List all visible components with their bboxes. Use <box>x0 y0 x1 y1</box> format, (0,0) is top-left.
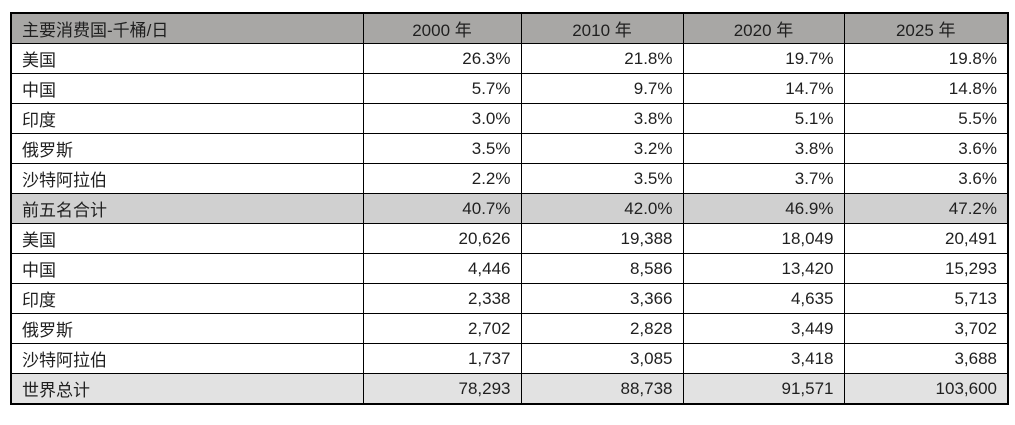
row-label: 沙特阿拉伯 <box>10 163 364 194</box>
table-row-top5-subtotal: 前五名合计 40.7% 42.0% 46.9% 47.2% <box>10 193 1009 224</box>
header-cell-2010: 2010 年 <box>520 12 684 44</box>
cell-value: 103,600 <box>843 373 1009 405</box>
cell-value: 8,586 <box>520 253 684 284</box>
cell-value: 19.8% <box>843 43 1009 74</box>
cell-value: 13,420 <box>682 253 845 284</box>
table-row-volume-saudi: 沙特阿拉伯 1,737 3,085 3,418 3,688 <box>10 343 1009 374</box>
table-row-share-russia: 俄罗斯 3.5% 3.2% 3.8% 3.6% <box>10 133 1009 164</box>
cell-value: 46.9% <box>682 193 845 224</box>
cell-value: 15,293 <box>843 253 1009 284</box>
header-cell-title: 主要消费国-千桶/日 <box>10 12 364 44</box>
cell-value: 3.2% <box>520 133 684 164</box>
cell-value: 20,626 <box>362 223 522 254</box>
cell-value: 3.5% <box>362 133 522 164</box>
row-label: 印度 <box>10 103 364 134</box>
cell-value: 2.2% <box>362 163 522 194</box>
cell-value: 3,418 <box>682 343 845 374</box>
cell-value: 2,338 <box>362 283 522 314</box>
row-label: 中国 <box>10 253 364 284</box>
cell-value: 88,738 <box>520 373 684 405</box>
cell-value: 3.7% <box>682 163 845 194</box>
header-cell-2000: 2000 年 <box>362 12 522 44</box>
cell-value: 3,702 <box>843 313 1009 344</box>
header-cell-2025: 2025 年 <box>843 12 1009 44</box>
cell-value: 3,085 <box>520 343 684 374</box>
cell-value: 2,702 <box>362 313 522 344</box>
cell-value: 19,388 <box>520 223 684 254</box>
cell-value: 3,449 <box>682 313 845 344</box>
row-label: 俄罗斯 <box>10 133 364 164</box>
cell-value: 19.7% <box>682 43 845 74</box>
table-row-share-saudi: 沙特阿拉伯 2.2% 3.5% 3.7% 3.6% <box>10 163 1009 194</box>
table-row-share-india: 印度 3.0% 3.8% 5.1% 5.5% <box>10 103 1009 134</box>
cell-value: 1,737 <box>362 343 522 374</box>
row-label: 中国 <box>10 73 364 104</box>
oil-consumption-table: 主要消费国-千桶/日 2000 年 2010 年 2020 年 2025 年 美… <box>10 12 1009 405</box>
cell-value: 3.6% <box>843 163 1009 194</box>
header-cell-2020: 2020 年 <box>682 12 845 44</box>
cell-value: 3.8% <box>520 103 684 134</box>
cell-value: 40.7% <box>362 193 522 224</box>
cell-value: 3.5% <box>520 163 684 194</box>
cell-value: 20,491 <box>843 223 1009 254</box>
cell-value: 3,688 <box>843 343 1009 374</box>
table-row-world-total: 世界总计 78,293 88,738 91,571 103,600 <box>10 373 1009 405</box>
cell-value: 26.3% <box>362 43 522 74</box>
cell-value: 3.0% <box>362 103 522 134</box>
row-label: 印度 <box>10 283 364 314</box>
cell-value: 21.8% <box>520 43 684 74</box>
row-label: 前五名合计 <box>10 193 364 224</box>
cell-value: 9.7% <box>520 73 684 104</box>
cell-value: 3.8% <box>682 133 845 164</box>
row-label: 沙特阿拉伯 <box>10 343 364 374</box>
table-row-share-china: 中国 5.7% 9.7% 14.7% 14.8% <box>10 73 1009 104</box>
cell-value: 78,293 <box>362 373 522 405</box>
cell-value: 4,446 <box>362 253 522 284</box>
cell-value: 5.1% <box>682 103 845 134</box>
row-label: 美国 <box>10 43 364 74</box>
table-row-volume-russia: 俄罗斯 2,702 2,828 3,449 3,702 <box>10 313 1009 344</box>
cell-value: 2,828 <box>520 313 684 344</box>
cell-value: 4,635 <box>682 283 845 314</box>
cell-value: 5.7% <box>362 73 522 104</box>
table-row-volume-usa: 美国 20,626 19,388 18,049 20,491 <box>10 223 1009 254</box>
cell-value: 3.6% <box>843 133 1009 164</box>
table-row-share-usa: 美国 26.3% 21.8% 19.7% 19.8% <box>10 43 1009 74</box>
table-header-row: 主要消费国-千桶/日 2000 年 2010 年 2020 年 2025 年 <box>10 12 1009 44</box>
row-label: 俄罗斯 <box>10 313 364 344</box>
cell-value: 3,366 <box>520 283 684 314</box>
cell-value: 14.8% <box>843 73 1009 104</box>
cell-value: 42.0% <box>520 193 684 224</box>
cell-value: 18,049 <box>682 223 845 254</box>
row-label: 美国 <box>10 223 364 254</box>
table-row-volume-china: 中国 4,446 8,586 13,420 15,293 <box>10 253 1009 284</box>
row-label: 世界总计 <box>10 373 364 405</box>
cell-value: 5.5% <box>843 103 1009 134</box>
cell-value: 91,571 <box>682 373 845 405</box>
cell-value: 5,713 <box>843 283 1009 314</box>
cell-value: 47.2% <box>843 193 1009 224</box>
table-row-volume-india: 印度 2,338 3,366 4,635 5,713 <box>10 283 1009 314</box>
cell-value: 14.7% <box>682 73 845 104</box>
